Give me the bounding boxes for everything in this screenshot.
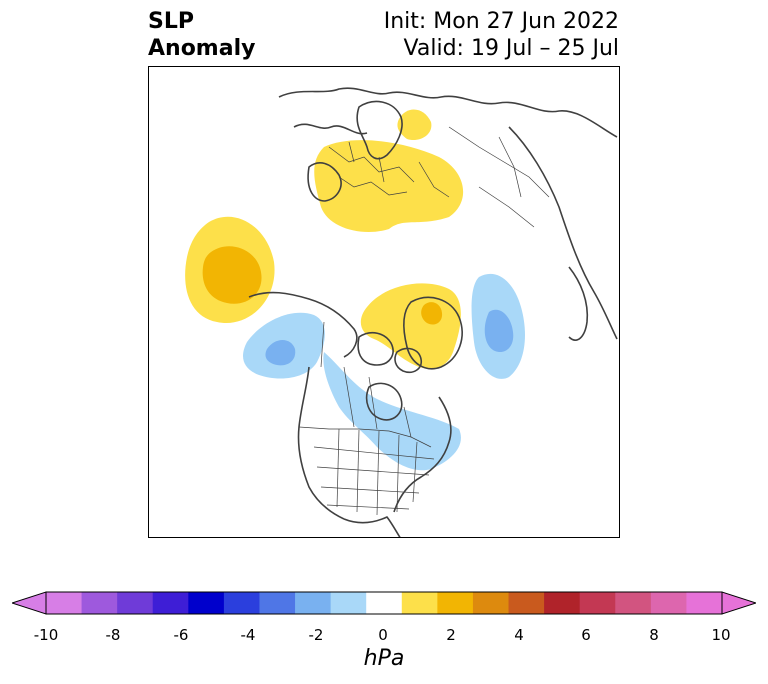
colorbar-segment (544, 592, 581, 614)
colorbar-segment (259, 592, 296, 614)
colorbar-segment (366, 592, 403, 614)
anomaly-northamerica-negative (323, 352, 461, 471)
anomaly-greenland-core (421, 302, 443, 325)
init-valid-text: Init: Mon 27 Jun 2022 Valid: 19 Jul – 25… (384, 8, 619, 62)
anomaly-alaska-core (265, 340, 296, 366)
colorbar-tick-label: 6 (581, 626, 591, 644)
colorbar-segment (437, 592, 474, 614)
colorbar-segment (223, 592, 260, 614)
colorbar-tick-label: 2 (446, 626, 456, 644)
coastlines (248, 87, 618, 537)
colorbar-segment (330, 592, 367, 614)
colorbar-segment (508, 592, 545, 614)
colorbar-segment (401, 592, 438, 614)
anomaly-europe-positive (314, 140, 464, 233)
anomaly-kola-positive (397, 109, 432, 141)
colorbar-segment (117, 592, 154, 614)
map-title: SLP Anomaly (148, 8, 255, 62)
colorbar-tick-label: -2 (308, 626, 324, 644)
colorbar-tick-label: -6 (173, 626, 189, 644)
colorbar (12, 591, 756, 615)
polar-map (185, 87, 618, 537)
colorbar-segment (188, 592, 225, 614)
colorbar-segment (579, 592, 616, 614)
colorbar-tick-label: -10 (33, 626, 59, 644)
anomaly-atlantic-core (484, 309, 514, 353)
init-date: Init: Mon 27 Jun 2022 (383, 9, 619, 34)
colorbar-segment (81, 592, 118, 614)
colorbar-segment (152, 592, 189, 614)
colorbar-segment (615, 592, 652, 614)
colorbar-tick-label: -8 (105, 626, 121, 644)
colorbar-segment (650, 592, 687, 614)
colorbar-tick-label: 10 (711, 626, 731, 644)
colorbar-extend-low (12, 591, 47, 615)
valid-range: Valid: 19 Jul – 25 Jul (403, 36, 619, 61)
colorbar-segment (686, 592, 723, 614)
colorbar-segment (46, 592, 83, 614)
map-panel (148, 66, 620, 538)
country-borders (298, 126, 550, 516)
colorbar-tick-label: -4 (240, 626, 256, 644)
map-title-line2: Anomaly (148, 36, 256, 61)
colorbar-border (45, 591, 723, 615)
colorbar-extend-high (721, 591, 756, 615)
colorbar-segment (295, 592, 332, 614)
anomaly-fields (185, 109, 525, 471)
anomaly-pacific-core (202, 246, 262, 304)
colorbar-tick-label: 8 (649, 626, 659, 644)
colorbar-units: hPa (363, 646, 405, 671)
colorbar-segment (472, 592, 510, 614)
map-title-line1: SLP (148, 9, 194, 34)
colorbar-tick-label: 0 (378, 626, 388, 644)
colorbar-tick-label: 4 (514, 626, 524, 644)
